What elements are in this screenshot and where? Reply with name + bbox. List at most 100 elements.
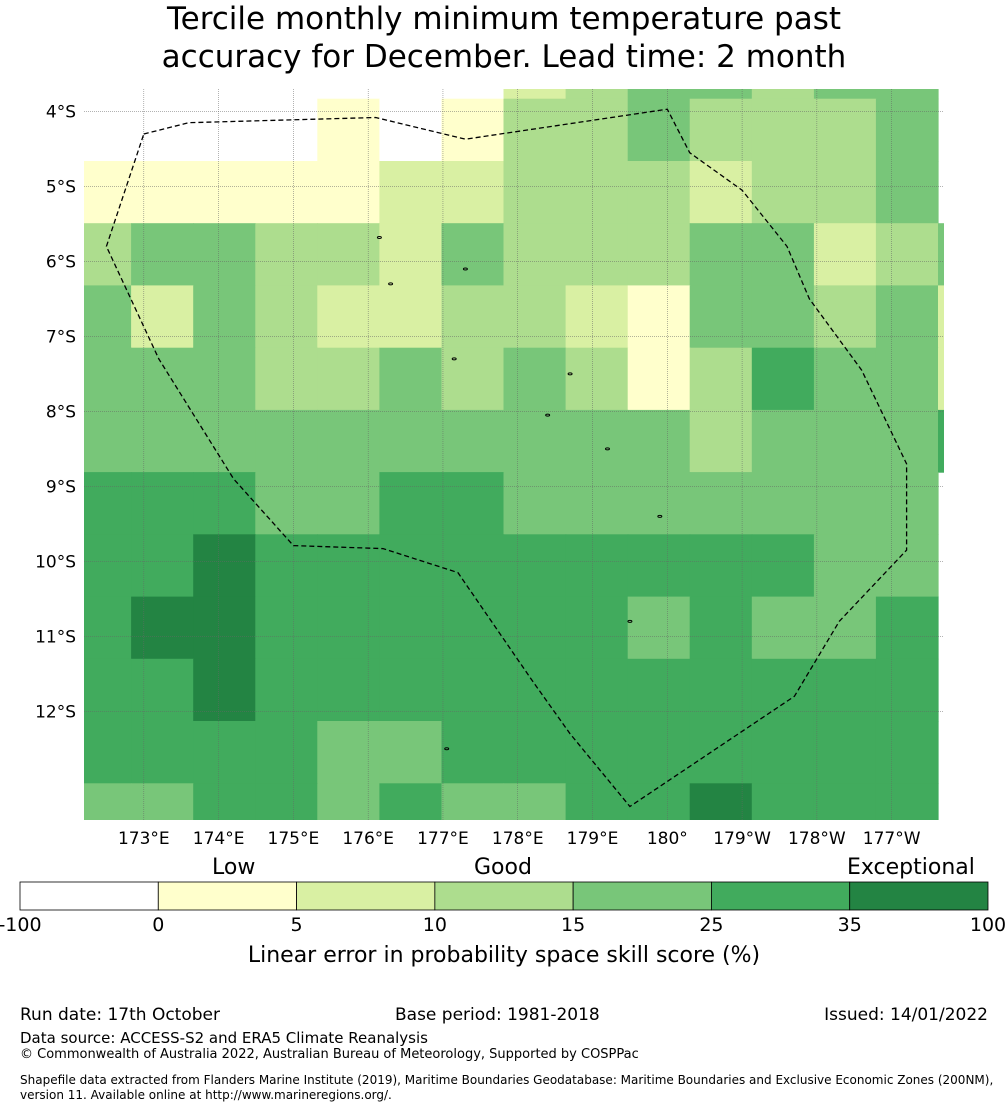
colorbar-segment — [157, 881, 297, 911]
grid-cell — [255, 783, 318, 820]
grid-cell — [255, 98, 318, 162]
grid-cell — [255, 223, 318, 286]
grid-cell — [751, 89, 815, 100]
grid-cell — [503, 347, 567, 411]
grid-cell — [565, 347, 629, 411]
grid-cell — [131, 285, 194, 349]
grid-cell — [565, 161, 629, 224]
grid-cell — [503, 658, 567, 722]
grid-cell — [751, 658, 815, 722]
grid-cell — [503, 721, 567, 784]
grid-cell — [193, 161, 256, 224]
grid-cell — [689, 658, 753, 722]
grid-cell — [193, 89, 256, 100]
grid-cell — [627, 347, 691, 411]
grid-cell — [84, 783, 132, 820]
grid-cell — [565, 534, 629, 598]
grid-cell — [689, 285, 753, 349]
grid-cell — [441, 472, 505, 535]
grid-cell — [689, 596, 753, 660]
longitude-label: 177°W — [863, 829, 921, 849]
grid-cell — [131, 721, 194, 784]
grid-cell — [503, 596, 567, 660]
grid-cell — [875, 89, 939, 100]
grid-cell — [441, 89, 505, 100]
longitude-label: 179°W — [713, 829, 771, 849]
grid-cell — [503, 409, 567, 473]
island-outline — [451, 357, 457, 361]
grid-cell — [503, 98, 567, 162]
grid-cell — [813, 223, 877, 286]
grid-cell — [317, 89, 380, 100]
grid-cell — [84, 347, 132, 411]
grid-cell — [441, 347, 505, 411]
grid-cell — [503, 161, 567, 224]
grid-cell — [751, 223, 815, 286]
grid-cell — [565, 98, 629, 162]
grid-cell — [503, 783, 567, 820]
grid-cell — [317, 98, 380, 162]
grid-cell — [379, 658, 443, 722]
grid-cell — [84, 596, 132, 660]
grid-cell — [131, 89, 194, 100]
latitude-label: 11°S — [35, 627, 76, 647]
grid-cell — [751, 472, 815, 535]
grid-cell — [627, 472, 691, 535]
base-period: Base period: 1981-2018 — [395, 1005, 600, 1025]
island-outline — [567, 372, 573, 376]
grid-cell — [503, 472, 567, 535]
grid-cell — [379, 285, 443, 349]
grid-cell — [379, 161, 443, 224]
colorbar-tick-label: 0 — [152, 914, 165, 936]
grid-cell — [627, 658, 691, 722]
grid-cell — [751, 409, 815, 473]
latitude-label: 5°S — [46, 177, 76, 197]
grid-cell — [503, 285, 567, 349]
issued-date: Issued: 14/01/2022 — [824, 1005, 988, 1025]
grid-cell — [813, 783, 877, 820]
grid-cell — [751, 534, 815, 598]
grid-cell — [875, 658, 939, 722]
grid-cell — [938, 409, 944, 473]
grid-cell — [131, 658, 194, 722]
grid-cell — [131, 347, 194, 411]
grid-cell — [813, 98, 877, 162]
grid-cell — [193, 98, 256, 162]
grid-cell — [317, 472, 380, 535]
grid-cell — [565, 658, 629, 722]
graticule — [84, 89, 944, 820]
colorbar-tick-label: 25 — [699, 914, 724, 936]
grid-cell — [813, 347, 877, 411]
grid-cell — [813, 658, 877, 722]
latitude-label: 7°S — [46, 327, 76, 347]
grid-cell — [875, 285, 939, 349]
latitude-label: 8°S — [46, 402, 76, 422]
grid-cell — [441, 98, 505, 162]
grid-cell — [813, 409, 877, 473]
grid-cell — [84, 534, 132, 598]
grid-cell — [689, 409, 753, 473]
grid-cell — [627, 409, 691, 473]
shapefile-credit-1: Shapefile data extracted from Flanders M… — [20, 1073, 994, 1087]
colorbar-tick-label: 5 — [290, 914, 303, 936]
grid-cell — [317, 223, 380, 286]
grid-cell — [813, 721, 877, 784]
longitude-label: 178°W — [788, 829, 846, 849]
map: 4°S 5°S 6°S 7°S 8°S 9°S 10°S 11°S 12°S 173°E 174°… — [35, 89, 944, 849]
grid-cell — [565, 783, 629, 820]
colorbar-tick-label: 15 — [561, 914, 586, 936]
grid-cell — [689, 347, 753, 411]
grid-cell — [565, 721, 629, 784]
grid-cell — [813, 89, 877, 100]
grid-cell — [255, 721, 318, 784]
grid-cell — [193, 658, 256, 722]
colorbar-tick-label: 10 — [422, 914, 447, 936]
grid-cell — [193, 783, 256, 820]
grid-cell — [441, 721, 505, 784]
colorbar-segment — [434, 881, 574, 911]
grid-cell — [379, 409, 443, 473]
grid-cell — [503, 89, 567, 100]
title-line-1: Tercile monthly minimum temperature past — [166, 1, 842, 37]
longitude-label: 179°E — [567, 829, 619, 849]
grid-cell — [317, 658, 380, 722]
